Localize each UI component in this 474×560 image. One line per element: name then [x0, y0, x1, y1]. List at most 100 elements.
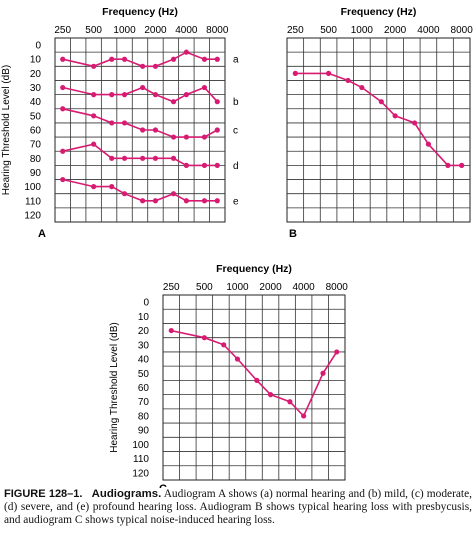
series-label: b — [233, 97, 239, 108]
data-point — [221, 342, 227, 348]
y-tick-label: 120 — [24, 210, 41, 221]
figure-caption: FIGURE 128–1. Audiograms. Audiogram A sh… — [4, 488, 472, 527]
series-line — [295, 72, 462, 167]
data-point — [109, 56, 115, 62]
data-point — [459, 162, 465, 168]
data-point — [60, 176, 66, 183]
data-point — [140, 127, 146, 133]
data-point — [152, 155, 159, 161]
x-tick-label: 2000 — [144, 25, 167, 36]
figure-label: FIGURE 128–1. — [4, 488, 83, 500]
series-line — [62, 108, 218, 138]
data-point — [445, 162, 451, 168]
data-point — [170, 99, 177, 105]
plot-frame — [54, 37, 226, 223]
audiogram-panel-a: 250 500 1000 2000 4000 8000 Frequency (Hz) 0 10 2… — [1, 6, 239, 240]
y-tick-label: 60 — [138, 383, 150, 394]
data-point — [140, 63, 146, 69]
x-tick-label: 1000 — [113, 25, 136, 36]
x-axis-title: Frequency (Hz) — [216, 263, 292, 275]
data-point — [60, 56, 66, 62]
series-line — [62, 51, 218, 68]
caption-text: Audiogram A shows (a) normal hearing and… — [4, 488, 472, 526]
y-tick-label: 70 — [138, 397, 150, 408]
data-point — [140, 155, 146, 161]
data-point — [214, 99, 220, 105]
data-point — [214, 198, 220, 204]
data-point — [183, 92, 189, 98]
data-point — [152, 63, 159, 69]
plot-frame — [286, 37, 471, 223]
data-point — [60, 106, 66, 112]
data-point — [152, 92, 159, 98]
data-point — [183, 162, 189, 168]
data-point — [109, 120, 115, 126]
x-tick-label: 1000 — [226, 282, 249, 293]
series-line — [62, 178, 218, 202]
x-tick-label: 250 — [54, 25, 71, 36]
y-tick-label: 120 — [132, 468, 149, 479]
data-point — [109, 92, 115, 98]
data-point — [121, 56, 128, 62]
y-tick-label: 10 — [30, 55, 42, 66]
y-tick-label: 90 — [30, 168, 42, 179]
data-point — [109, 155, 115, 161]
x-tick-label: 8000 — [451, 25, 474, 36]
data-point — [170, 155, 177, 161]
data-point — [214, 162, 220, 168]
data-point — [201, 335, 207, 341]
series-label: e — [233, 196, 239, 207]
data-point — [183, 198, 189, 204]
y-tick-label: 80 — [30, 154, 42, 165]
x-tick-label: 4000 — [175, 25, 198, 36]
data-point — [378, 99, 384, 105]
data-point — [121, 155, 128, 161]
x-tick-label: 2000 — [384, 25, 407, 36]
data-point — [121, 92, 128, 98]
data-point — [201, 134, 208, 140]
x-tick-label: 2000 — [259, 282, 282, 293]
data-point — [334, 349, 340, 355]
x-tick-label: 500 — [85, 25, 102, 36]
series-label: c — [233, 126, 238, 137]
data-point — [287, 399, 293, 405]
data-point — [201, 198, 208, 204]
data-point — [152, 127, 159, 133]
x-tick-label: 4000 — [417, 25, 440, 36]
audiogram-panel-c: 250 500 1000 2000 4000 8000 Frequency (Hz) 0 10 2… — [109, 263, 348, 488]
data-point — [91, 184, 97, 190]
y-axis-title: Hearing Threshold Level (dB) — [1, 65, 12, 195]
data-point — [183, 49, 189, 55]
data-point — [214, 127, 220, 133]
data-point — [201, 84, 208, 91]
data-point — [109, 184, 115, 190]
data-point — [411, 120, 418, 126]
y-tick-label: 50 — [138, 369, 150, 380]
x-tick-label: 8000 — [326, 282, 349, 293]
x-tick-label: 8000 — [206, 25, 229, 36]
x-tick-label: 1000 — [351, 25, 374, 36]
data-point — [392, 113, 398, 119]
panel-label: B — [289, 228, 297, 240]
x-tick-label: 250 — [163, 282, 180, 293]
panel-label: A — [38, 228, 46, 240]
y-tick-label: 60 — [30, 126, 42, 137]
y-tick-label: 100 — [132, 440, 149, 451]
series-line — [62, 143, 218, 167]
data-point — [121, 191, 128, 197]
data-point — [254, 377, 260, 383]
plot-frame — [162, 294, 346, 481]
x-axis-title: Frequency (Hz) — [341, 6, 417, 18]
data-point — [214, 56, 220, 62]
data-point — [170, 56, 177, 62]
x-axis-title: Frequency (Hz) — [102, 6, 178, 18]
y-tick-label: 30 — [30, 83, 42, 94]
data-point — [91, 92, 97, 98]
y-tick-label: 50 — [30, 111, 42, 122]
y-tick-label: 100 — [24, 182, 41, 193]
y-tick-label: 20 — [138, 326, 150, 337]
y-tick-label: 30 — [138, 340, 150, 351]
y-tick-label: 70 — [30, 140, 42, 151]
panel-label: C — [159, 483, 167, 488]
